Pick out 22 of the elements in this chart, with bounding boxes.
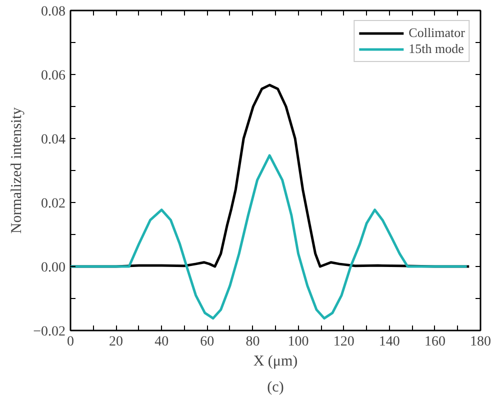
- y-tick-label: −0.02: [33, 324, 66, 340]
- legend-label: Collimator: [408, 25, 465, 41]
- x-tick-label: 20: [109, 334, 124, 350]
- y-tick-label: 0.08: [41, 4, 66, 20]
- x-tick-label: 60: [200, 334, 214, 350]
- x-tick-label: 100: [288, 334, 309, 350]
- x-tick-label: 180: [470, 334, 491, 350]
- y-axis-title: Normalized intensity: [9, 106, 26, 234]
- x-tick-label: 140: [378, 334, 400, 350]
- x-axis-title: X (μm): [253, 354, 298, 370]
- x-tick-label: 80: [246, 334, 260, 350]
- x-tick-label: 120: [333, 334, 354, 350]
- legend-label: 15th mode: [408, 41, 464, 57]
- y-tick-label: 0.04: [41, 132, 66, 148]
- x-tick-label: 40: [154, 334, 169, 350]
- y-tick-label: 0.06: [41, 68, 66, 84]
- x-tick-label: 0: [67, 334, 74, 350]
- line-series: [70, 154, 468, 320]
- text: 0.00: [41, 260, 66, 276]
- text: (c): [267, 380, 284, 396]
- x-tick-label: 160: [424, 334, 446, 350]
- y-tick-label: 0.02: [41, 196, 66, 212]
